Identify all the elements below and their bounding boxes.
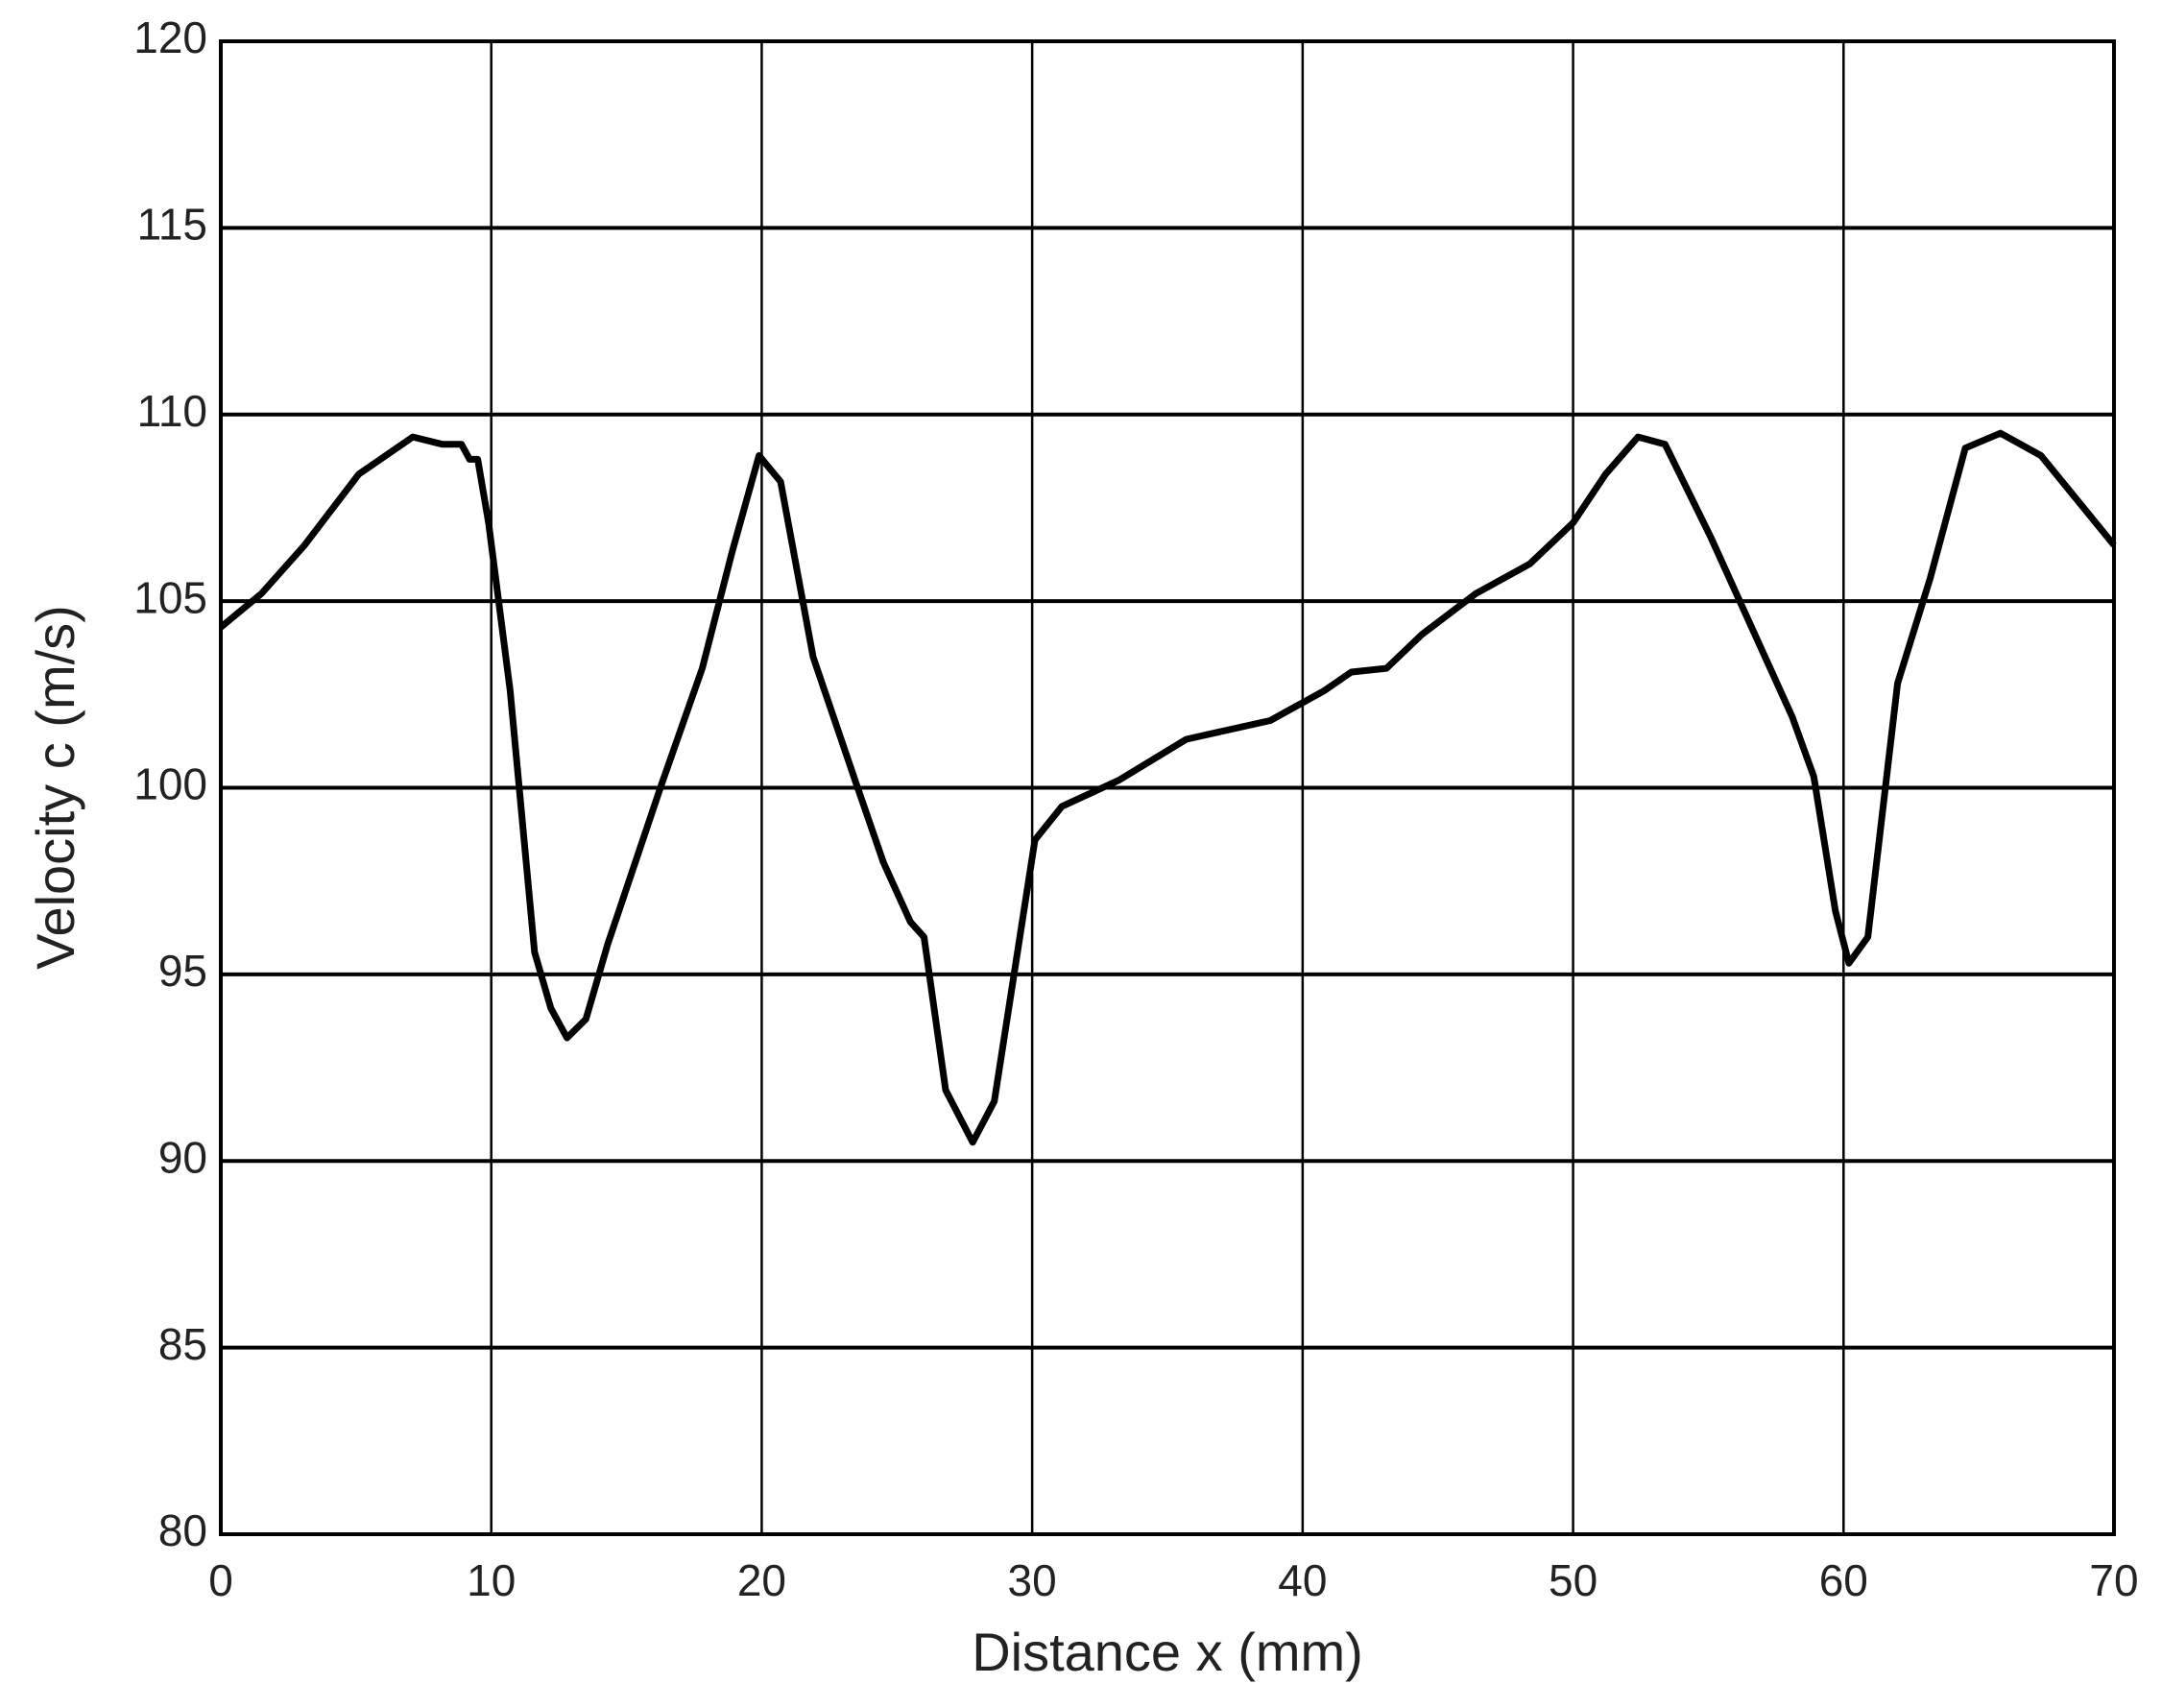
y-tick-label: 85: [158, 1319, 207, 1369]
x-tick-label: 50: [1549, 1555, 1597, 1605]
data-line: [218, 429, 2117, 1146]
y-tick-label: 100: [133, 759, 207, 809]
x-tick-label: 20: [737, 1555, 786, 1605]
x-tick-label: 30: [1008, 1555, 1057, 1605]
x-tick-label: 70: [2089, 1555, 2138, 1605]
y-tick-label: 115: [137, 200, 207, 250]
y-tick-label: 120: [133, 12, 207, 62]
y-tick-label: 95: [158, 946, 207, 996]
y-axis-title: Velocity c (m/s): [25, 605, 85, 970]
plot-frame: [219, 39, 2116, 1536]
y-tick-label: 80: [158, 1505, 207, 1555]
x-tick-label: 60: [1819, 1555, 1868, 1605]
y-tick-label: 110: [137, 386, 207, 436]
x-tick-label: 40: [1278, 1555, 1327, 1605]
x-axis-title: Distance x (mm): [972, 1622, 1363, 1682]
x-tick-label: 10: [467, 1555, 516, 1605]
y-tick-label: 105: [133, 572, 207, 622]
y-tick-label: 90: [158, 1132, 207, 1182]
x-tick-label: 0: [208, 1555, 233, 1605]
